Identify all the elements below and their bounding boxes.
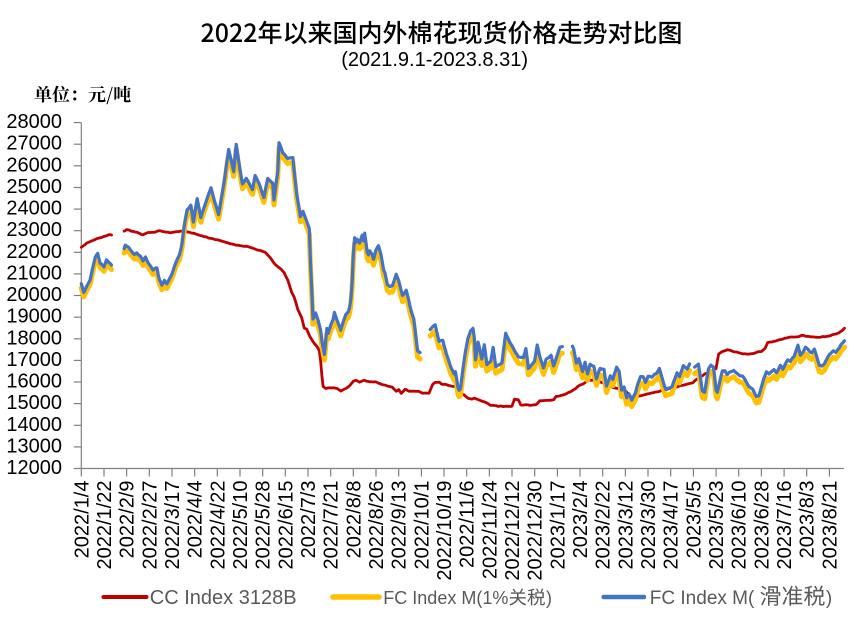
svg-text:15000: 15000: [6, 392, 62, 414]
svg-text:2022/8/8: 2022/8/8: [343, 481, 365, 559]
svg-text:2023/6/10: 2023/6/10: [729, 481, 751, 570]
svg-text:22000: 22000: [6, 241, 62, 263]
svg-text:2022/12/12: 2022/12/12: [502, 481, 524, 581]
svg-text:2023/4/17: 2023/4/17: [661, 481, 683, 570]
svg-text:): ): [826, 588, 832, 609]
svg-text:FC Index M(: FC Index M(: [650, 588, 755, 609]
svg-text:25000: 25000: [6, 176, 62, 198]
svg-text:2022/7/3: 2022/7/3: [298, 481, 320, 559]
svg-text:2022/1/22: 2022/1/22: [94, 481, 116, 570]
svg-text:2023/8/21: 2023/8/21: [819, 481, 841, 570]
svg-text:2023/5/5: 2023/5/5: [683, 481, 705, 559]
svg-text:2022/10/1: 2022/10/1: [411, 481, 433, 570]
svg-text:2022/5/10: 2022/5/10: [230, 481, 252, 570]
svg-text:21000: 21000: [6, 262, 62, 284]
svg-text:27000: 27000: [6, 133, 62, 155]
svg-text:2022/10/19: 2022/10/19: [434, 481, 456, 581]
svg-text:20000: 20000: [6, 284, 62, 306]
svg-text:2022/2/9: 2022/2/9: [117, 481, 139, 559]
svg-text:2023/1/17: 2023/1/17: [547, 481, 569, 570]
svg-text:2022/3/17: 2022/3/17: [162, 481, 184, 570]
svg-text:2022/9/13: 2022/9/13: [389, 481, 411, 570]
svg-text:23000: 23000: [6, 219, 62, 241]
svg-text:CC Index 3128B: CC Index 3128B: [150, 587, 297, 609]
svg-text:2022/4/22: 2022/4/22: [207, 481, 229, 570]
svg-text:2022/8/26: 2022/8/26: [366, 481, 388, 570]
svg-text:2022/2/27: 2022/2/27: [139, 481, 161, 570]
svg-text:(2021.9.1-2023.8.31): (2021.9.1-2023.8.31): [341, 49, 528, 71]
svg-text:19000: 19000: [6, 306, 62, 328]
svg-text:2023/3/12: 2023/3/12: [615, 481, 637, 570]
svg-text:18000: 18000: [6, 327, 62, 349]
svg-text:): ): [546, 588, 552, 608]
svg-text:28000: 28000: [6, 111, 62, 133]
svg-text:16000: 16000: [6, 371, 62, 393]
svg-text:2022/7/21: 2022/7/21: [321, 481, 343, 570]
svg-text:13000: 13000: [6, 435, 62, 457]
svg-text:2023/2/22: 2023/2/22: [593, 481, 615, 570]
svg-text:2022/6/15: 2022/6/15: [275, 481, 297, 570]
svg-text:2022/1/4: 2022/1/4: [71, 481, 93, 559]
svg-text:2023/5/23: 2023/5/23: [706, 481, 728, 570]
svg-text:17000: 17000: [6, 349, 62, 371]
svg-text:2023/8/3: 2023/8/3: [797, 481, 819, 559]
svg-text:24000: 24000: [6, 198, 62, 220]
svg-text:14000: 14000: [6, 414, 62, 436]
svg-text:2023/3/30: 2023/3/30: [638, 481, 660, 570]
svg-text:2023/2/4: 2023/2/4: [570, 481, 592, 559]
svg-text:2022/12/30: 2022/12/30: [525, 481, 547, 581]
svg-text:FC Index M(1%: FC Index M(1%: [383, 588, 508, 608]
svg-text:2023/6/28: 2023/6/28: [751, 481, 773, 570]
svg-text:2022/11/24: 2022/11/24: [479, 481, 501, 580]
svg-text:2023/7/16: 2023/7/16: [774, 481, 796, 570]
svg-text:2022/5/28: 2022/5/28: [253, 481, 275, 570]
svg-text:2022/4/4: 2022/4/4: [185, 481, 207, 559]
svg-text:2022/11/6: 2022/11/6: [457, 481, 479, 569]
svg-text:12000: 12000: [6, 457, 62, 479]
svg-text:26000: 26000: [6, 154, 62, 176]
